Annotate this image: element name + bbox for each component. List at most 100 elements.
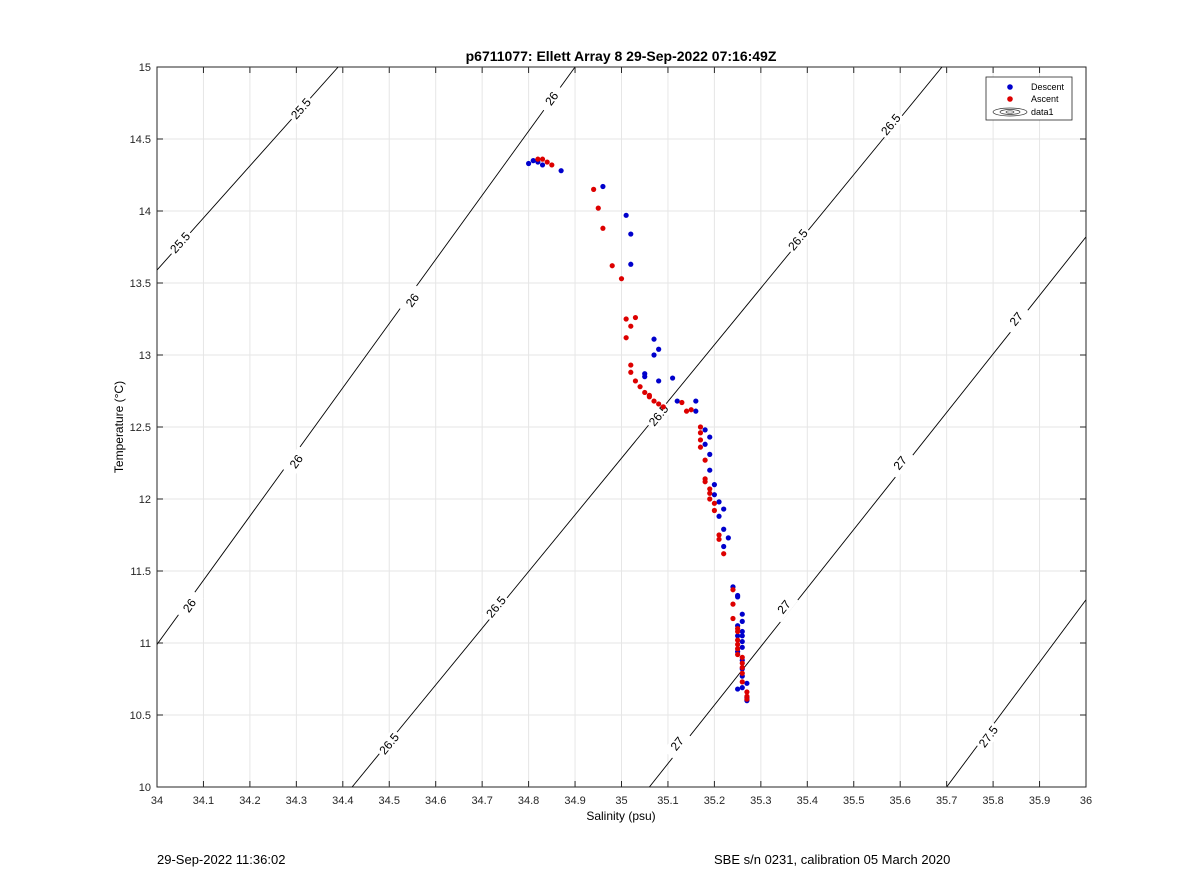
legend-data1-label: data1 xyxy=(1031,107,1054,117)
descent-point xyxy=(674,398,680,404)
ascent-point xyxy=(535,156,541,162)
y-tick-label: 12 xyxy=(139,494,151,506)
descent-point xyxy=(739,628,745,635)
descent-point xyxy=(530,158,536,164)
y-tick-label: 14.5 xyxy=(130,134,151,146)
ascent-point xyxy=(711,507,718,514)
ascent-point xyxy=(739,654,745,661)
ascent-point xyxy=(707,496,713,502)
x-tick-label: 35.2 xyxy=(704,795,725,807)
x-tick-label: 35 xyxy=(615,795,627,807)
legend-descent-marker xyxy=(1007,84,1013,90)
descent-point xyxy=(628,261,634,267)
ascent-point xyxy=(744,689,750,695)
x-tick-label: 34.8 xyxy=(518,795,539,807)
ascent-point xyxy=(744,696,750,702)
x-tick-label: 34.2 xyxy=(239,795,260,807)
ascent-point xyxy=(702,479,708,485)
axes: 34 34.1 34.2 34.3 34.4 34.5 34.6 34.7 34.8 34.9 35… xyxy=(130,62,1093,807)
density-contour-line xyxy=(157,67,576,645)
descent-point xyxy=(711,492,718,498)
profile-points xyxy=(526,156,750,704)
y-axis-label: Temperature (°C) xyxy=(112,381,126,473)
x-tick-label: 35.6 xyxy=(889,795,910,807)
ascent-point xyxy=(632,314,639,321)
ascent-point xyxy=(730,615,736,622)
density-contour-label-bg xyxy=(769,591,799,623)
footer-calibration: SBE s/n 0231, calibration 05 March 2020 xyxy=(714,852,951,867)
density-contour-label-bg xyxy=(286,93,316,124)
y-tick-label: 10 xyxy=(139,782,151,794)
density-contour-label-bg xyxy=(374,728,404,760)
ascent-point xyxy=(591,186,597,192)
density-contour-label-bg xyxy=(644,400,673,431)
ascent-point xyxy=(660,404,666,410)
y-tick-label: 11.5 xyxy=(130,566,151,578)
legend-ascent-marker xyxy=(1007,96,1013,102)
legend-ascent-label: Ascent xyxy=(1031,94,1059,104)
ascent-point xyxy=(623,335,629,341)
descent-point xyxy=(744,680,750,686)
descent-point xyxy=(628,231,634,237)
ascent-point xyxy=(628,323,634,329)
ascent-point xyxy=(628,362,634,368)
density-contour-label-bg xyxy=(783,224,813,256)
ascent-point xyxy=(697,424,704,430)
density-contour-line xyxy=(946,599,1086,787)
descent-point xyxy=(539,162,546,168)
ascent-point xyxy=(549,162,555,168)
descent-point xyxy=(651,336,657,342)
ascent-point xyxy=(609,263,615,269)
x-tick-label: 34.1 xyxy=(193,795,214,807)
descent-point xyxy=(725,535,731,541)
descent-point xyxy=(526,160,532,167)
density-contour-line xyxy=(351,67,943,787)
descent-point xyxy=(623,212,629,218)
ascent-point xyxy=(739,679,745,685)
descent-point xyxy=(735,686,741,692)
density-contour-label-bg xyxy=(886,447,915,479)
density-contour-label-bg xyxy=(663,728,692,760)
ascent-point xyxy=(730,587,736,593)
descent-point xyxy=(721,543,727,550)
legend: Descent Ascent data1 xyxy=(985,76,1073,121)
ascent-point xyxy=(595,205,601,211)
x-tick-label: 36 xyxy=(1080,795,1092,807)
x-tick-label: 34.6 xyxy=(425,795,446,807)
x-tick-label: 34.5 xyxy=(379,795,400,807)
ascent-point xyxy=(707,490,713,496)
x-tick-label: 35.1 xyxy=(657,795,678,807)
ascent-point xyxy=(651,398,657,404)
ascent-point xyxy=(646,394,652,400)
ascent-point xyxy=(739,660,745,666)
x-tick-label: 35.8 xyxy=(982,795,1003,807)
x-tick-label: 34 xyxy=(151,795,163,807)
descent-point xyxy=(702,441,708,447)
descent-point xyxy=(739,685,745,691)
x-tick-label: 35.4 xyxy=(797,795,818,807)
x-tick-label: 34.3 xyxy=(286,795,307,807)
density-contour-label-bg xyxy=(175,590,204,622)
footer-timestamp: 29-Sep-2022 11:36:02 xyxy=(157,852,286,867)
y-tick-label: 10.5 xyxy=(130,710,151,722)
legend-descent-label: Descent xyxy=(1031,82,1065,92)
y-tick-label: 14 xyxy=(139,206,151,218)
descent-point xyxy=(707,467,713,473)
ascent-point xyxy=(735,628,741,635)
ascent-point xyxy=(735,651,741,658)
density-contour-label-bg xyxy=(876,109,906,140)
descent-point xyxy=(739,644,745,650)
ascent-point xyxy=(637,384,643,390)
ascent-point xyxy=(697,437,704,443)
y-tick-label: 12.5 xyxy=(130,422,151,434)
density-contour-label-bg xyxy=(282,446,311,478)
ascent-point xyxy=(539,156,546,162)
y-tick-label: 13.5 xyxy=(130,278,151,290)
ascent-point xyxy=(628,369,634,375)
ascent-point xyxy=(735,637,741,643)
x-tick-label: 34.7 xyxy=(471,795,492,807)
x-tick-label: 35.7 xyxy=(936,795,957,807)
ascent-point xyxy=(656,401,662,407)
descent-point xyxy=(735,594,741,600)
